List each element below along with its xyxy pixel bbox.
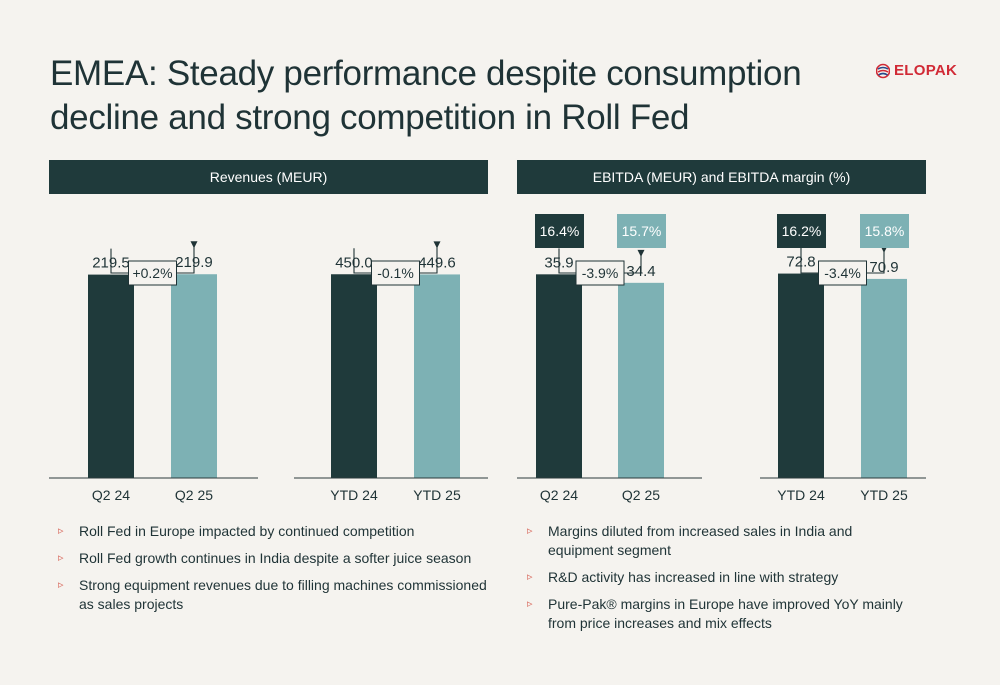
margin-badge xyxy=(860,214,909,248)
bar xyxy=(88,274,134,478)
revenues-section-header: Revenues (MEUR) xyxy=(49,160,488,194)
margin-badge xyxy=(777,214,826,248)
revenues-header-label: Revenues (MEUR) xyxy=(209,169,328,185)
change-badge-label: -0.1% xyxy=(377,265,414,281)
category-tick-label: YTD 25 xyxy=(413,487,461,503)
margin-badge xyxy=(617,214,666,248)
revenues-bullet-list: Roll Fed in Europe impacted by continued… xyxy=(50,522,490,622)
bar xyxy=(618,282,664,478)
list-item: Roll Fed in Europe impacted by continued… xyxy=(50,522,490,541)
margin-badge-label: 15.8% xyxy=(865,223,905,239)
list-item: Margins diluted from increased sales in … xyxy=(519,522,904,560)
elopak-logo-text: ELOPAK xyxy=(894,62,958,79)
bar xyxy=(536,274,582,478)
elopak-logo: ELOPAK xyxy=(876,62,957,79)
category-tick-label: YTD 25 xyxy=(860,487,908,503)
page-title: EMEA: Steady performance despite consump… xyxy=(50,52,830,140)
bar xyxy=(861,278,907,478)
bar xyxy=(414,274,460,478)
list-item: R&D activity has increased in line with … xyxy=(519,568,904,587)
margin-badge xyxy=(535,214,584,248)
change-badge-label: +0.2% xyxy=(132,265,172,281)
change-badge xyxy=(818,260,867,286)
elopak-logo-icon xyxy=(876,63,890,78)
ebitda-bullet-list: Margins diluted from increased sales in … xyxy=(519,522,904,641)
margin-badge-label: 16.4% xyxy=(540,223,580,239)
change-badge xyxy=(128,260,177,286)
bar xyxy=(778,273,824,478)
category-tick-label: Q2 25 xyxy=(175,487,213,503)
change-badge xyxy=(575,260,625,286)
list-item: Strong equipment revenues due to filling… xyxy=(50,576,490,614)
category-tick-label: Q2 25 xyxy=(622,487,660,503)
margin-badge-label: 16.2% xyxy=(782,223,822,239)
category-tick-label: Q2 24 xyxy=(92,487,130,503)
change-badge xyxy=(371,260,420,286)
ebitda-header-label: EBITDA (MEUR) and EBITDA margin (%) xyxy=(592,169,851,185)
bar xyxy=(331,274,377,478)
page-title-line-2: decline and strong competition in Roll F… xyxy=(50,98,690,137)
ebitda-section-header: EBITDA (MEUR) and EBITDA margin (%) xyxy=(517,160,926,194)
list-item: Roll Fed growth continues in India despi… xyxy=(50,549,490,568)
margin-badge-label: 15.7% xyxy=(622,223,662,239)
list-item: Pure-Pak® margins in Europe have improve… xyxy=(519,595,904,633)
change-arrow xyxy=(433,241,441,249)
category-tick-label: YTD 24 xyxy=(330,487,378,503)
category-tick-label: YTD 24 xyxy=(777,487,825,503)
page-title-line-1: EMEA: Steady performance despite consump… xyxy=(50,54,802,93)
change-arrow xyxy=(637,249,645,257)
change-badge-label: -3.4% xyxy=(824,265,861,281)
bar xyxy=(171,274,217,478)
category-tick-label: Q2 24 xyxy=(540,487,578,503)
change-arrow xyxy=(190,241,198,249)
change-badge-label: -3.9% xyxy=(582,265,619,281)
